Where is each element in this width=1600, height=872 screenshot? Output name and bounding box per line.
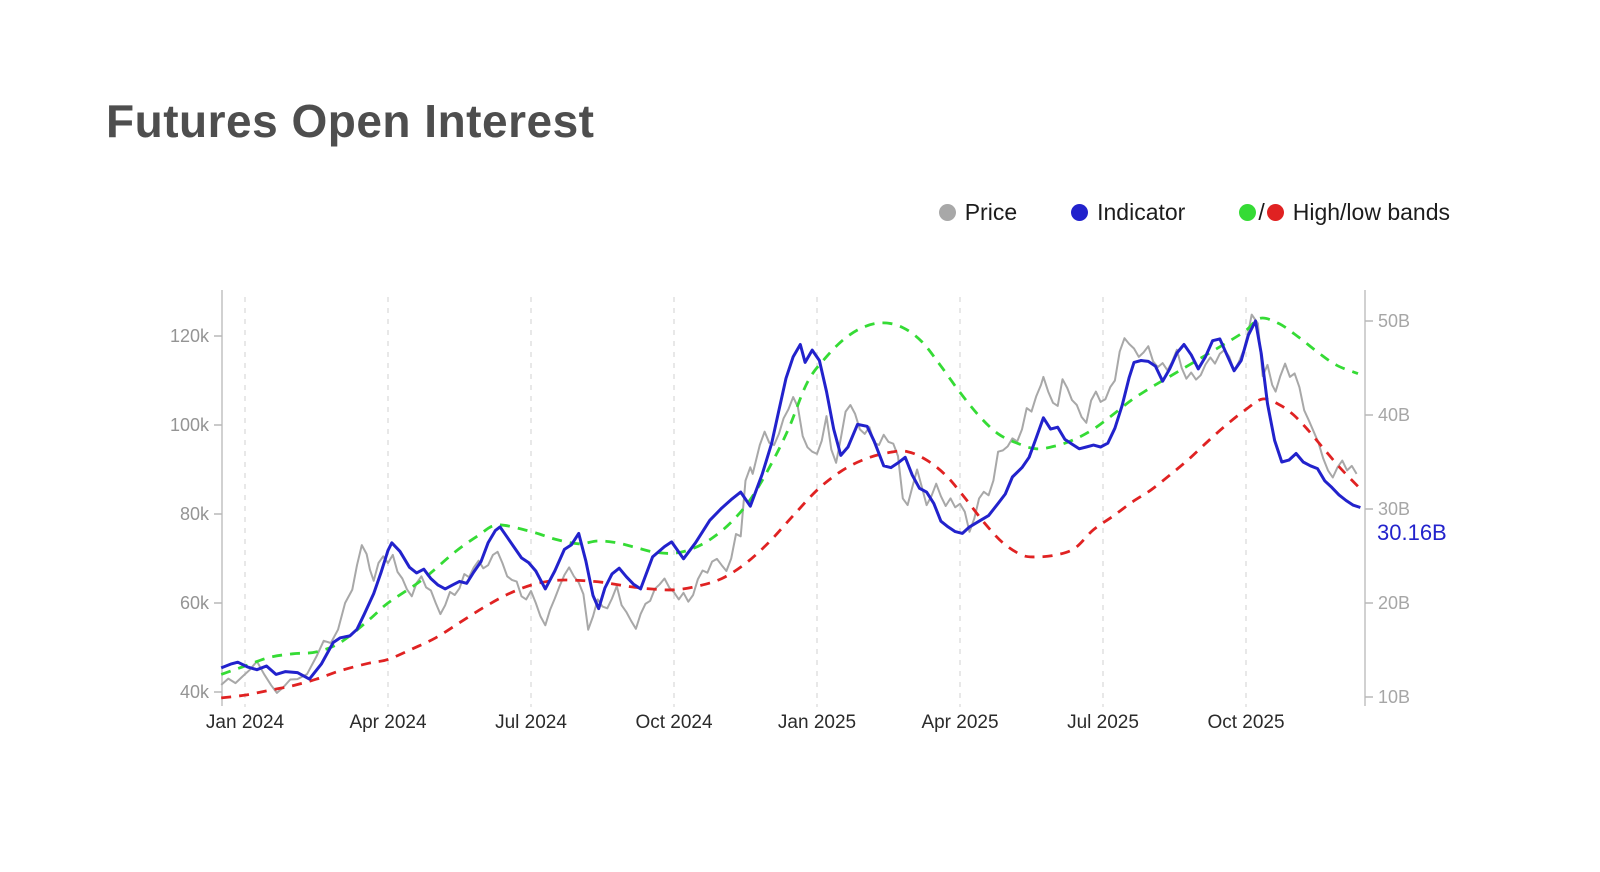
legend-item-high-low-bands[interactable]: / High/low bands <box>1239 199 1450 226</box>
legend-label-price: Price <box>964 199 1018 225</box>
price-dot-icon <box>938 204 956 221</box>
high-band-line <box>220 316 1359 676</box>
indicator-dot-icon <box>1071 204 1089 221</box>
right-tick-label: 50B <box>1378 311 1410 331</box>
low-band-dot-icon <box>1266 204 1284 221</box>
x-tick-label: Apr 2025 <box>921 712 998 733</box>
indicator-line <box>220 319 1361 681</box>
legend-item-price[interactable]: Price <box>938 199 1018 226</box>
x-tick-label: Jul 2024 <box>495 712 567 733</box>
left-tick-label: 120k <box>170 326 210 346</box>
page-title: Futures Open Interest <box>106 95 595 147</box>
high-band-dot-icon <box>1239 204 1257 221</box>
x-tick-label: Oct 2025 <box>1207 712 1284 733</box>
left-tick-label: 80k <box>180 504 210 524</box>
indicator-current-value-badge: 30.16B <box>1377 520 1447 545</box>
x-tick-label: Jan 2025 <box>778 712 856 733</box>
left-tick-label: 100k <box>170 415 210 435</box>
low-band-line <box>221 397 1359 700</box>
right-tick-label: 30B <box>1378 499 1410 519</box>
legend-label-high-low-bands: High/low bands <box>1292 199 1450 225</box>
x-tick-label: Jul 2025 <box>1067 712 1139 733</box>
legend-label-indicator: Indicator <box>1097 199 1186 225</box>
band-separator: / <box>1258 199 1265 225</box>
x-tick-label: Oct 2024 <box>635 712 713 733</box>
left-tick-label: 60k <box>180 593 210 613</box>
legend: Price Indicator / High/low bands <box>938 199 1450 226</box>
x-tick-label: Jan 2024 <box>206 712 285 733</box>
right-tick-label: 10B <box>1378 687 1410 707</box>
right-tick-label: 40B <box>1378 405 1410 425</box>
x-tick-label: Apr 2024 <box>349 712 427 733</box>
right-tick-label: 20B <box>1378 593 1410 613</box>
legend-item-indicator[interactable]: Indicator <box>1071 199 1185 226</box>
left-tick-label: 40k <box>180 682 210 702</box>
